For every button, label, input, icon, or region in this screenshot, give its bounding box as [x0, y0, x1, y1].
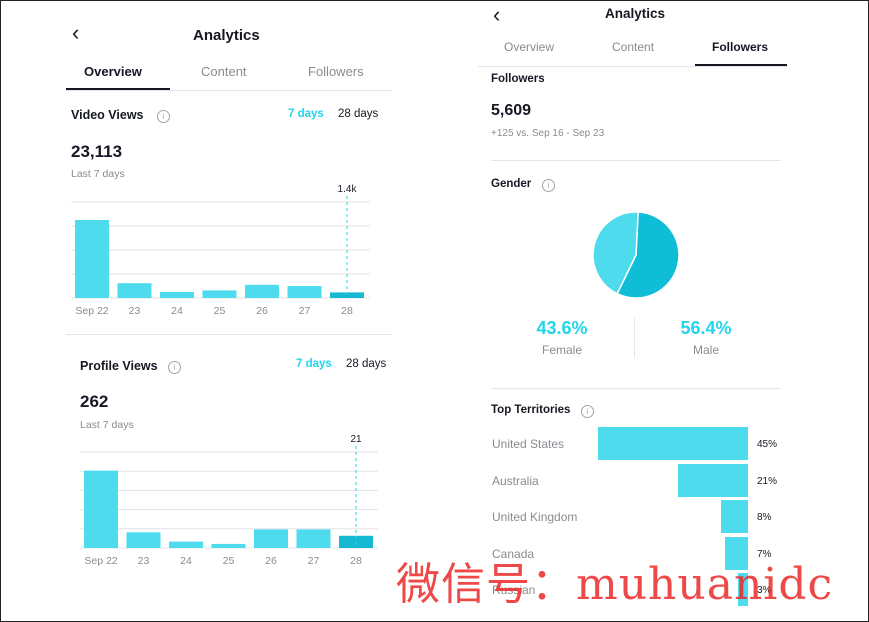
territory-bar [678, 463, 748, 497]
profile-views-range-7days[interactable]: 7 days [296, 358, 332, 370]
profile-views-info-icon[interactable]: i [168, 361, 181, 374]
top-territories-info-icon[interactable]: i [581, 405, 594, 418]
x-tick-label: 25 [223, 555, 235, 567]
x-tick-label: 28 [341, 305, 353, 317]
territory-name: Canada [492, 546, 535, 561]
male-label: Male [692, 343, 719, 357]
video-views-title: Video Views [71, 108, 144, 122]
bar-23 [126, 532, 161, 548]
tab-active-indicator [66, 88, 170, 90]
tab-divider [66, 90, 393, 91]
x-tick-label: 23 [129, 305, 141, 317]
gender-title: Gender [491, 178, 532, 190]
x-tick-label: Sep 22 [75, 305, 108, 317]
territory-bar [724, 536, 748, 570]
x-tick-label: Sep 22 [84, 555, 117, 567]
tab-followers[interactable]: Followers [712, 40, 769, 54]
gender-info-icon[interactable]: i [542, 179, 555, 192]
territory-name: United Kingdom [492, 510, 578, 524]
x-tick-label: 26 [256, 305, 268, 317]
bar-25 [202, 290, 237, 298]
profile-views-range-28days[interactable]: 28 days [346, 358, 387, 370]
bar-26 [245, 284, 279, 298]
tab-content[interactable]: Content [612, 40, 655, 54]
followers-change: +125 vs. Sep 16 - Sep 23 [491, 128, 605, 139]
male-percentage: 56.4% [680, 318, 732, 338]
tab-overview[interactable]: Overview [504, 40, 555, 54]
bar-26 [254, 529, 288, 548]
tab-content[interactable]: Content [201, 64, 247, 79]
pie-slice-male [616, 211, 680, 299]
female-percentage: 43.6% [536, 318, 588, 338]
video-views-total: 23,113 [71, 142, 123, 161]
pie-slice-female [592, 211, 639, 295]
page-title: Analytics [193, 27, 260, 44]
territory-bar [738, 573, 748, 606]
analytics-overview-panel: ‹ Analytics Overview Content Followers V… [56, 0, 400, 622]
analytics-followers-panel: ‹ Analytics Overview Content Followers F… [478, 0, 798, 622]
tab-followers[interactable]: Followers [308, 64, 364, 79]
x-tick-label: 25 [214, 305, 226, 317]
bar-27 [287, 286, 322, 298]
x-tick-label: 23 [138, 555, 150, 567]
territory-value: 7% [757, 548, 772, 560]
video-views-range-7days[interactable]: 7 days [288, 108, 324, 120]
territory-name: United States [492, 437, 565, 451]
x-tick-label: 24 [180, 555, 192, 567]
territory-value: 8% [757, 512, 772, 523]
territory-bar [598, 427, 748, 460]
bar-24 [160, 292, 194, 298]
video-views-info-icon[interactable]: i [157, 110, 170, 123]
x-tick-label: 28 [350, 555, 362, 567]
watermark-text: 微信号：muhuanidc [396, 559, 834, 610]
tab-divider [478, 66, 788, 67]
x-tick-label: 26 [265, 555, 277, 567]
territory-name: Australia [492, 473, 539, 488]
followers-title: Followers [491, 73, 545, 85]
section-divider [491, 388, 781, 389]
territory-name: Russian [492, 583, 536, 597]
territory-value: 45% [757, 439, 778, 450]
profile-views-chart: Sep 22 23 24 25 26 27 28 21 [80, 434, 378, 567]
bar-28 [339, 535, 373, 548]
bar-sep-22 [75, 220, 109, 298]
page-title: Analytics [605, 6, 666, 21]
bar-27 [296, 529, 331, 548]
female-label: Female [541, 343, 582, 357]
bar-25 [211, 543, 246, 548]
bar-sep-22 [84, 470, 118, 548]
territory-bar [721, 500, 748, 533]
x-tick-label: 24 [171, 305, 183, 317]
video-views-range-28days[interactable]: 28 days [338, 108, 379, 120]
tab-overview[interactable]: Overview [84, 64, 142, 79]
followers-total: 5,609 [491, 102, 532, 119]
profile-views-title: Profile Views [80, 359, 158, 373]
video-views-chart: Sep 22 23 24 25 26 27 28 1.4k [71, 184, 370, 317]
top-territories-title: Top Territories [491, 404, 571, 416]
bar-28 [330, 292, 364, 298]
section-divider [66, 334, 393, 335]
video-views-sublabel: Last 7 days [71, 168, 125, 180]
territory-value: 3% [757, 585, 772, 596]
section-divider [491, 160, 781, 161]
back-arrow-icon[interactable]: ‹ [72, 20, 80, 45]
x-tick-label: 27 [299, 305, 311, 317]
profile-views-sublabel: Last 7 days [80, 419, 134, 431]
highlight-value-label: 21 [350, 434, 362, 445]
x-tick-label: 27 [308, 555, 320, 567]
bar-24 [169, 541, 203, 548]
tab-active-indicator [695, 64, 787, 66]
bar-23 [117, 283, 152, 298]
gender-pie-chart [592, 211, 680, 299]
gender-divider [634, 318, 635, 358]
highlight-value-label: 1.4k [338, 184, 358, 195]
back-arrow-icon[interactable]: ‹ [493, 2, 501, 27]
territory-value: 21% [757, 475, 778, 487]
profile-views-total: 262 [80, 392, 109, 411]
